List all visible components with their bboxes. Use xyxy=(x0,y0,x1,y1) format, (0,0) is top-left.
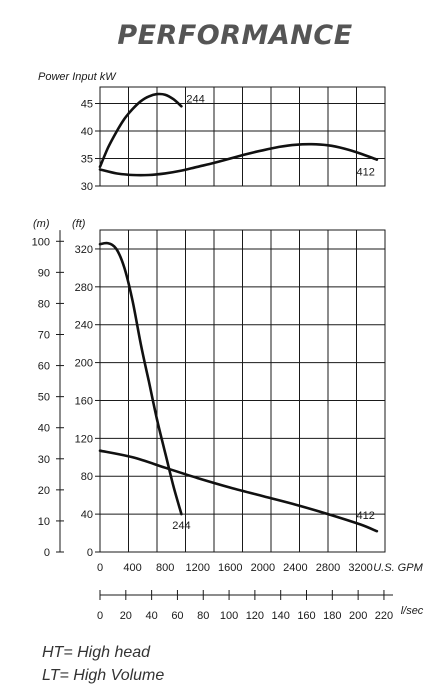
feet-tick-label: 280 xyxy=(75,282,93,294)
lsec-tick-label: 40 xyxy=(146,610,158,622)
lsec-tick-label: 140 xyxy=(272,610,290,622)
feet-y-ticks: 0 40 80 120 160 200 240 280 320 xyxy=(75,244,100,559)
lsec-tick-label: 200 xyxy=(349,610,367,622)
feet-tick-label: 320 xyxy=(75,244,93,256)
gpm-tick-label: 1600 xyxy=(218,562,242,574)
gpm-tick-label: 0 xyxy=(97,562,103,574)
gpm-tick-label: 2000 xyxy=(251,562,275,574)
meters-tick-label: 20 xyxy=(38,485,50,497)
meters-tick-label: 80 xyxy=(38,298,50,310)
lsec-tick-label: 80 xyxy=(197,610,209,622)
head-curve-244 xyxy=(98,241,183,516)
gpm-tick-label: 2400 xyxy=(283,562,307,574)
feet-tick-label: 0 xyxy=(87,547,93,559)
power-input-tick-label: 40 xyxy=(81,126,93,138)
power-input-axis-label: Power Input kW xyxy=(38,71,117,83)
lsec-axis-label: l/sec xyxy=(401,605,424,617)
gpm-tick-label: 1200 xyxy=(185,562,209,574)
meters-tick-label: 0 xyxy=(44,547,50,559)
lsec-tick-label: 160 xyxy=(297,610,315,622)
lsec-tick-label: 220 xyxy=(375,610,393,622)
gpm-tick-label: 2800 xyxy=(316,562,340,574)
head-curves: 244 412 xyxy=(98,241,379,533)
head-grid xyxy=(99,229,386,553)
feet-tick-label: 40 xyxy=(81,509,93,521)
feet-tick-label: 80 xyxy=(81,471,93,483)
lsec-tick-label: 100 xyxy=(220,610,238,622)
legend-high-volume: LT= High Volume xyxy=(42,667,164,684)
head-curve-label-412: 412 xyxy=(356,510,374,522)
lsec-ticks: 0 20 40 60 80 100 120 140 160 180 200 220 xyxy=(97,590,393,622)
meters-tick-label: 100 xyxy=(32,236,50,248)
head-chart: (m) (ft) 0 40 80 120 160 200 240 280 320 0 10 20 30… xyxy=(32,218,424,574)
power-input-y-ticks: 30 35 40 45 xyxy=(81,99,100,193)
feet-tick-label: 200 xyxy=(75,358,93,370)
lsec-tick-label: 180 xyxy=(323,610,341,622)
power-input-chart: Power Input kW 30 35 40 45 244 412 xyxy=(38,71,386,193)
power-curve-label-244: 244 xyxy=(186,93,204,105)
power-input-tick-label: 45 xyxy=(81,99,93,111)
power-input-curves: 244 412 xyxy=(98,92,379,179)
head-curve-label-244: 244 xyxy=(172,520,190,532)
meters-tick-label: 10 xyxy=(38,516,50,528)
meters-tick-label: 50 xyxy=(38,392,50,404)
head-curve-412 xyxy=(98,449,379,533)
gpm-tick-label: 800 xyxy=(156,562,174,574)
meters-tick-label: 60 xyxy=(38,361,50,373)
feet-axis-label: (ft) xyxy=(72,218,86,230)
meters-tick-label: 70 xyxy=(38,329,50,341)
meters-tick-label: 30 xyxy=(38,454,50,466)
chart-title: PERFORMANCE xyxy=(117,20,352,51)
gpm-tick-label: 400 xyxy=(123,562,141,574)
meters-tick-label: 90 xyxy=(38,267,50,279)
power-input-tick-label: 35 xyxy=(81,154,93,166)
power-curve-244 xyxy=(98,92,183,169)
lsec-tick-label: 0 xyxy=(97,610,103,622)
lsec-tick-label: 60 xyxy=(171,610,183,622)
meters-y-ticks: 0 10 20 30 40 50 60 70 80 90 100 xyxy=(32,230,64,559)
power-curve-412 xyxy=(98,142,379,177)
lsec-tick-label: 120 xyxy=(246,610,264,622)
lsec-axis: 0 20 40 60 80 100 120 140 160 180 200 220 l/sec xyxy=(97,590,424,622)
power-input-grid xyxy=(99,86,386,187)
gpm-x-ticks: 0 400 800 1200 1600 2000 2400 2800 3200 xyxy=(97,562,373,574)
gpm-tick-label: 3200 xyxy=(348,562,372,574)
meters-axis-label: (m) xyxy=(33,218,50,230)
meters-tick-label: 40 xyxy=(38,423,50,435)
power-curve-label-412: 412 xyxy=(356,167,374,179)
feet-tick-label: 160 xyxy=(75,395,93,407)
feet-tick-label: 240 xyxy=(75,320,93,332)
lsec-tick-label: 20 xyxy=(120,610,132,622)
power-input-tick-label: 30 xyxy=(81,181,93,193)
gpm-axis-label: U.S. GPM xyxy=(373,562,423,574)
feet-tick-label: 120 xyxy=(75,433,93,445)
legend-high-head: HT= High head xyxy=(42,644,151,661)
